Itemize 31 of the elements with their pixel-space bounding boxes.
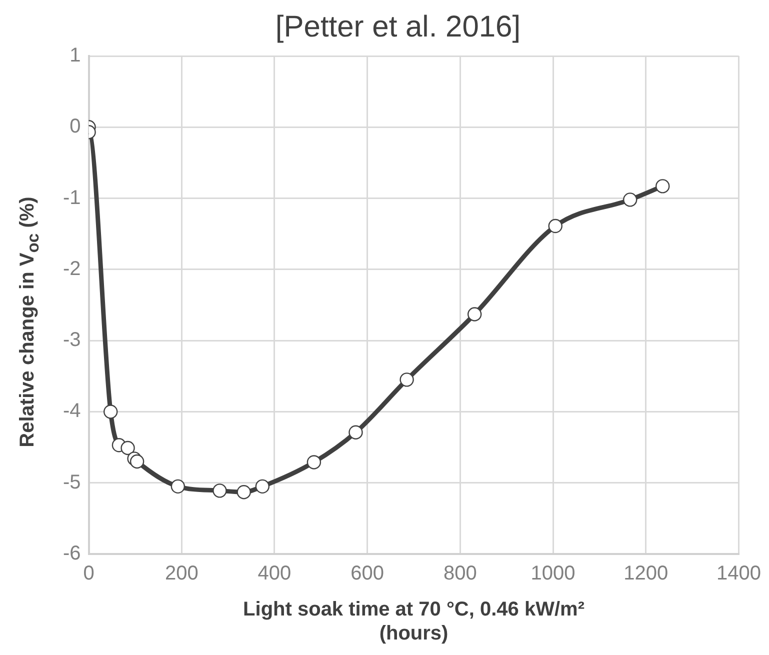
y-tick-label: 1 bbox=[70, 44, 81, 67]
point bbox=[348, 425, 363, 440]
point bbox=[120, 440, 135, 456]
x-tick-label: 800 bbox=[444, 562, 477, 585]
x-tick-label: 200 bbox=[164, 562, 198, 585]
x-tick-label: 1400 bbox=[716, 562, 762, 585]
y-tick-label: -5 bbox=[62, 471, 81, 494]
point bbox=[104, 404, 118, 419]
x-tick-label: 600 bbox=[350, 562, 384, 585]
point bbox=[467, 307, 482, 322]
point bbox=[400, 372, 414, 387]
point bbox=[130, 454, 144, 469]
y-tick-label: -6 bbox=[62, 542, 81, 565]
point bbox=[236, 485, 251, 500]
point bbox=[255, 479, 270, 494]
y-tick-label: -4 bbox=[62, 400, 81, 422]
x-tick-label: 400 bbox=[258, 562, 292, 585]
point bbox=[170, 479, 186, 494]
y-tick-label: -1 bbox=[62, 186, 81, 209]
y-tick-label: 0 bbox=[70, 116, 81, 138]
y-tick-label: -2 bbox=[62, 258, 81, 280]
x-tick-label: 1000 bbox=[530, 562, 576, 585]
point bbox=[656, 179, 670, 194]
chart-title: [Petter et al. 2016] bbox=[275, 10, 521, 44]
x-axis-title: Light soak time at 70 °C, 0.46 kW/m² (hours) bbox=[243, 598, 585, 645]
point bbox=[623, 192, 638, 207]
x-tick-label: 1200 bbox=[624, 562, 668, 585]
point bbox=[212, 484, 227, 498]
point bbox=[306, 455, 322, 470]
point bbox=[548, 218, 562, 234]
y-tick-label: -3 bbox=[62, 329, 81, 352]
